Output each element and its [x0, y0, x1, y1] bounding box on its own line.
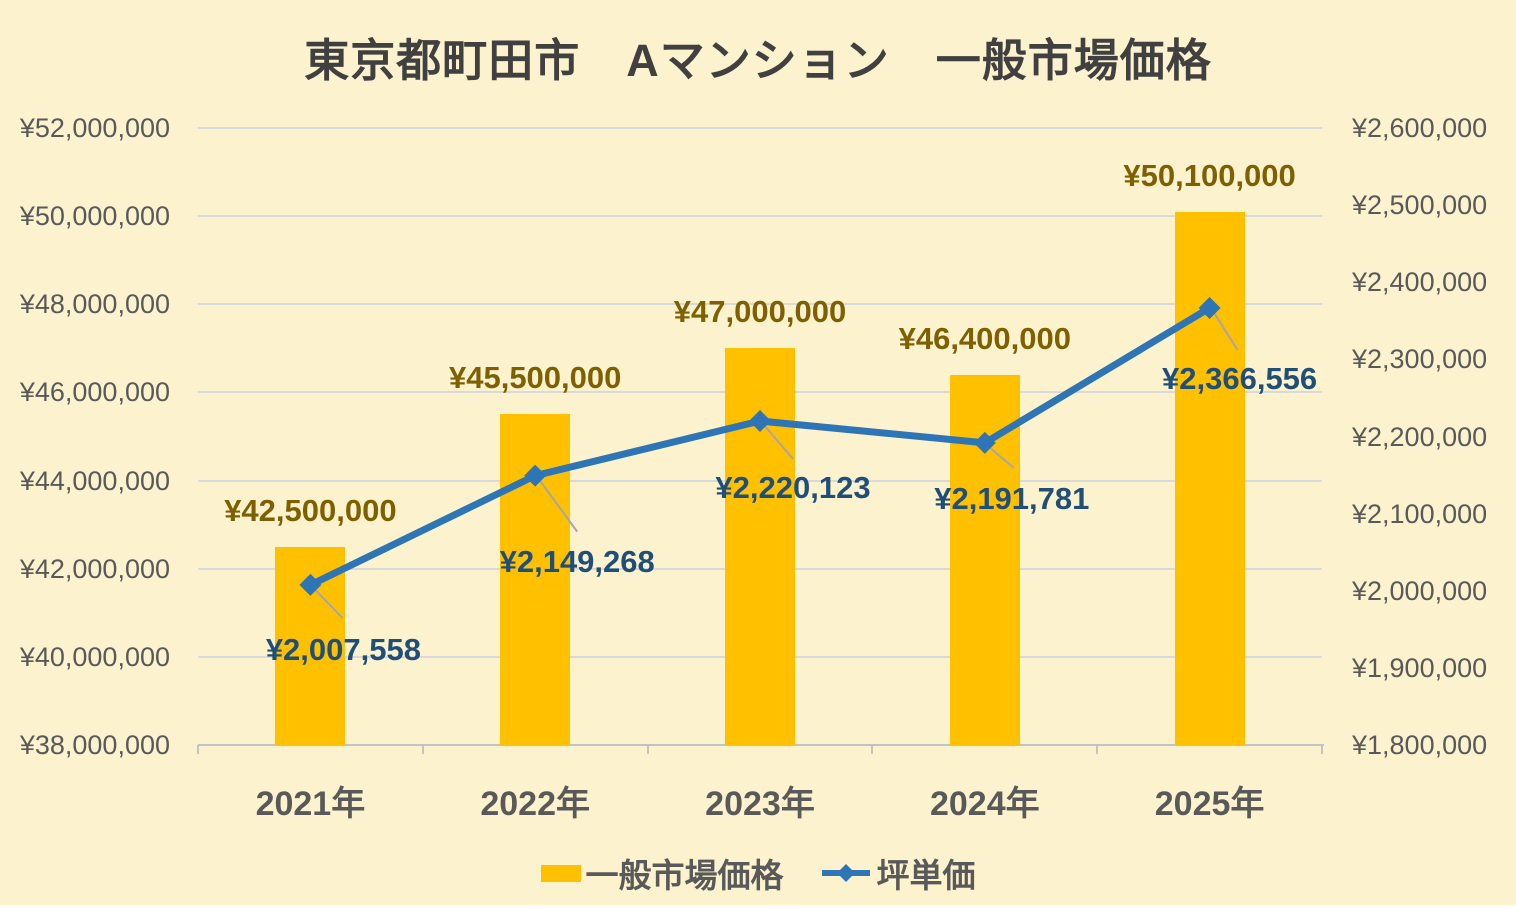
right-axis-tick-label: ¥2,100,000: [1352, 498, 1488, 529]
bar-data-label: ¥47,000,000: [673, 294, 847, 330]
x-axis-tick: [871, 745, 874, 754]
x-axis-tick: [421, 745, 424, 754]
x-axis-tick: [1096, 745, 1099, 754]
left-axis-tick-label: ¥50,000,000: [19, 201, 170, 232]
left-axis-tick-label: ¥52,000,000: [19, 113, 170, 143]
right-axis-tick-label: ¥2,000,000: [1352, 575, 1488, 606]
bar-data-label: ¥45,500,000: [448, 360, 622, 396]
x-axis-line: [198, 744, 1324, 746]
right-axis-tick-label: ¥2,600,000: [1352, 113, 1488, 143]
bar-data-label: ¥46,400,000: [898, 320, 1071, 356]
chart-title: 東京都町田市 Aマンション 一般市場価格: [304, 35, 1212, 86]
x-axis-tick: [646, 745, 649, 754]
right-axis-tick-label: ¥1,800,000: [1352, 730, 1488, 760]
x-axis-label-2022年: 2022年: [480, 785, 591, 823]
bar-2022年: [500, 414, 571, 745]
legend: 一般市場価格 坪単価: [0, 849, 1516, 897]
x-axis-label-2025年: 2025年: [1154, 785, 1265, 823]
left-axis-tick-label: ¥46,000,000: [19, 377, 170, 408]
line-data-label: ¥2,007,558: [265, 631, 421, 667]
bar-2024年: [949, 374, 1020, 745]
x-axis-label-2021年: 2021年: [255, 785, 366, 823]
left-axis-tick-label: ¥48,000,000: [19, 289, 170, 320]
gridline: [198, 127, 1322, 129]
legend-label-market-price: 一般市場価格: [585, 857, 784, 894]
right-axis-tick-label: ¥2,400,000: [1352, 267, 1488, 298]
bar-2025年: [1174, 211, 1245, 745]
left-axis-tick-label: ¥42,000,000: [19, 553, 170, 584]
left-axis-tick-label: ¥38,000,000: [19, 730, 170, 760]
right-axis-tick-label: ¥2,500,000: [1352, 190, 1488, 221]
x-axis-tick: [1321, 745, 1323, 754]
line-data-label: ¥2,149,268: [499, 543, 655, 579]
right-axis-tick-label: ¥2,200,000: [1352, 421, 1488, 452]
bar-series-swatch-icon: [540, 864, 581, 882]
x-axis-label-2024年: 2024年: [929, 785, 1040, 823]
legend-item-market-price: 一般市場価格: [540, 849, 784, 897]
line-data-label: ¥2,366,556: [1162, 361, 1318, 397]
left-axis-tick-label: ¥44,000,000: [19, 465, 170, 496]
right-axis-tick-label: ¥2,300,000: [1352, 344, 1488, 375]
right-axis-tick-label: ¥1,900,000: [1352, 652, 1488, 683]
x-axis-tick: [197, 745, 199, 754]
gridline: [198, 215, 1322, 218]
bar-2023年: [725, 348, 795, 745]
line-data-label: ¥2,220,123: [715, 469, 871, 505]
legend-item-tsubo-unit-price: 坪単価: [820, 849, 976, 897]
left-axis-tick-label: ¥40,000,000: [19, 641, 170, 672]
legend-label-tsubo-unit-price: 坪単価: [876, 857, 976, 894]
line-series-swatch-icon: [821, 864, 870, 882]
x-axis-label-2023年: 2023年: [705, 785, 815, 823]
bar-data-label: ¥50,100,000: [1123, 157, 1296, 193]
gridline: [198, 303, 1322, 306]
bar-data-label: ¥42,500,000: [224, 492, 397, 528]
line-data-label: ¥2,191,781: [934, 480, 1090, 516]
